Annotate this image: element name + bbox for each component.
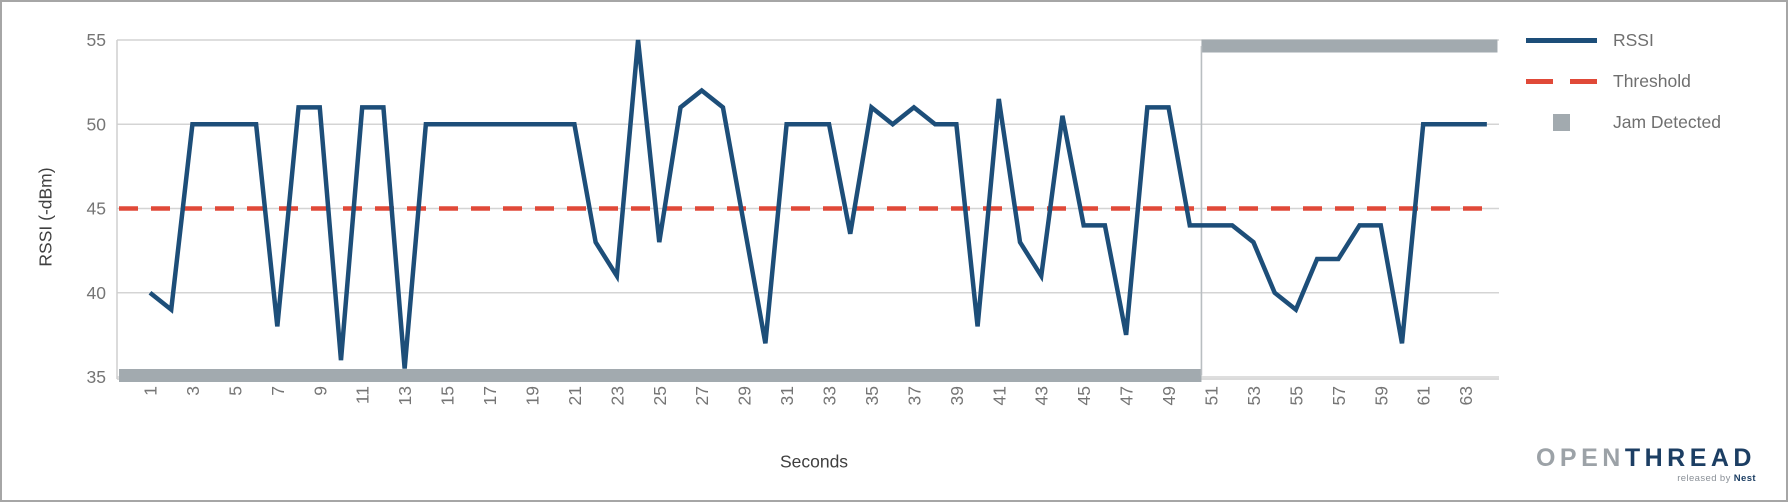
x-tick-label-39: 39 bbox=[947, 386, 967, 405]
x-tick-label-47: 47 bbox=[1117, 386, 1137, 405]
legend-label-jam-detected: Jam Detected bbox=[1613, 112, 1721, 132]
rssi-line-swatch bbox=[1526, 38, 1597, 43]
legend-item-threshold: Threshold bbox=[1526, 61, 1721, 102]
x-tick-label-51: 51 bbox=[1202, 386, 1222, 405]
x-tick-label-23: 23 bbox=[607, 386, 627, 405]
x-tick-label-25: 25 bbox=[650, 386, 670, 405]
jam-band-on bbox=[1201, 39, 1498, 53]
x-tick-label-9: 9 bbox=[310, 386, 330, 396]
y-tick-label-35: 35 bbox=[87, 367, 106, 387]
x-tick-label-37: 37 bbox=[904, 386, 924, 405]
x-tick-label-45: 45 bbox=[1074, 386, 1094, 405]
y-tick-label-45: 45 bbox=[87, 199, 106, 219]
x-tick-label-59: 59 bbox=[1371, 386, 1391, 405]
y-tick-label-55: 55 bbox=[87, 30, 106, 50]
x-tick-label-61: 61 bbox=[1414, 386, 1434, 405]
threshold-dash-swatch bbox=[1526, 79, 1597, 84]
chart-legend: RSSI Threshold Jam Detected bbox=[1526, 20, 1721, 143]
rssi-series-line bbox=[148, 39, 1487, 369]
x-tick-label-19: 19 bbox=[522, 386, 542, 405]
y-tick-label-50: 50 bbox=[87, 114, 107, 134]
legend-label-threshold: Threshold bbox=[1613, 71, 1691, 91]
x-tick-label-55: 55 bbox=[1286, 386, 1306, 405]
jam-band-off bbox=[119, 369, 1202, 382]
x-tick-label-57: 57 bbox=[1329, 386, 1349, 405]
x-tick-label-21: 21 bbox=[565, 386, 585, 405]
x-tick-label-17: 17 bbox=[480, 386, 500, 405]
x-tick-label-33: 33 bbox=[820, 386, 840, 405]
x-tick-label-27: 27 bbox=[692, 386, 712, 405]
x-tick-label-3: 3 bbox=[183, 386, 203, 396]
x-tick-label-13: 13 bbox=[395, 386, 415, 405]
x-tick-label-5: 5 bbox=[225, 386, 245, 396]
logo-open-text: OPEN bbox=[1535, 444, 1625, 472]
x-tick-label-29: 29 bbox=[735, 386, 755, 405]
logo-thread-text: THREAD bbox=[1624, 444, 1756, 472]
x-tick-label-15: 15 bbox=[438, 386, 458, 405]
legend-label-rssi: RSSI bbox=[1613, 30, 1654, 50]
x-tick-label-63: 63 bbox=[1456, 386, 1476, 405]
openthread-logo: OPENTHREAD released by Nest bbox=[1536, 446, 1756, 484]
x-tick-label-31: 31 bbox=[777, 386, 797, 405]
y-tick-label-40: 40 bbox=[87, 283, 107, 303]
x-axis-title: Seconds bbox=[779, 451, 849, 472]
x-tick-label-1: 1 bbox=[141, 386, 161, 396]
openthread-wordmark: OPENTHREAD bbox=[1536, 446, 1756, 471]
x-tick-label-35: 35 bbox=[862, 386, 882, 405]
x-tick-label-53: 53 bbox=[1244, 386, 1264, 405]
x-tick-label-43: 43 bbox=[1032, 386, 1052, 405]
legend-item-jam-detected: Jam Detected bbox=[1526, 102, 1721, 143]
x-tick-label-49: 49 bbox=[1159, 386, 1179, 405]
jam-square-swatch bbox=[1526, 114, 1597, 131]
x-tick-label-41: 41 bbox=[989, 386, 1009, 405]
x-tick-label-7: 7 bbox=[268, 386, 288, 396]
legend-item-rssi: RSSI bbox=[1526, 20, 1721, 61]
x-tick-label-11: 11 bbox=[353, 386, 373, 404]
y-axis-title: RSSI (-dBm) bbox=[35, 167, 56, 267]
logo-tagline: released by Nest bbox=[1677, 473, 1756, 484]
